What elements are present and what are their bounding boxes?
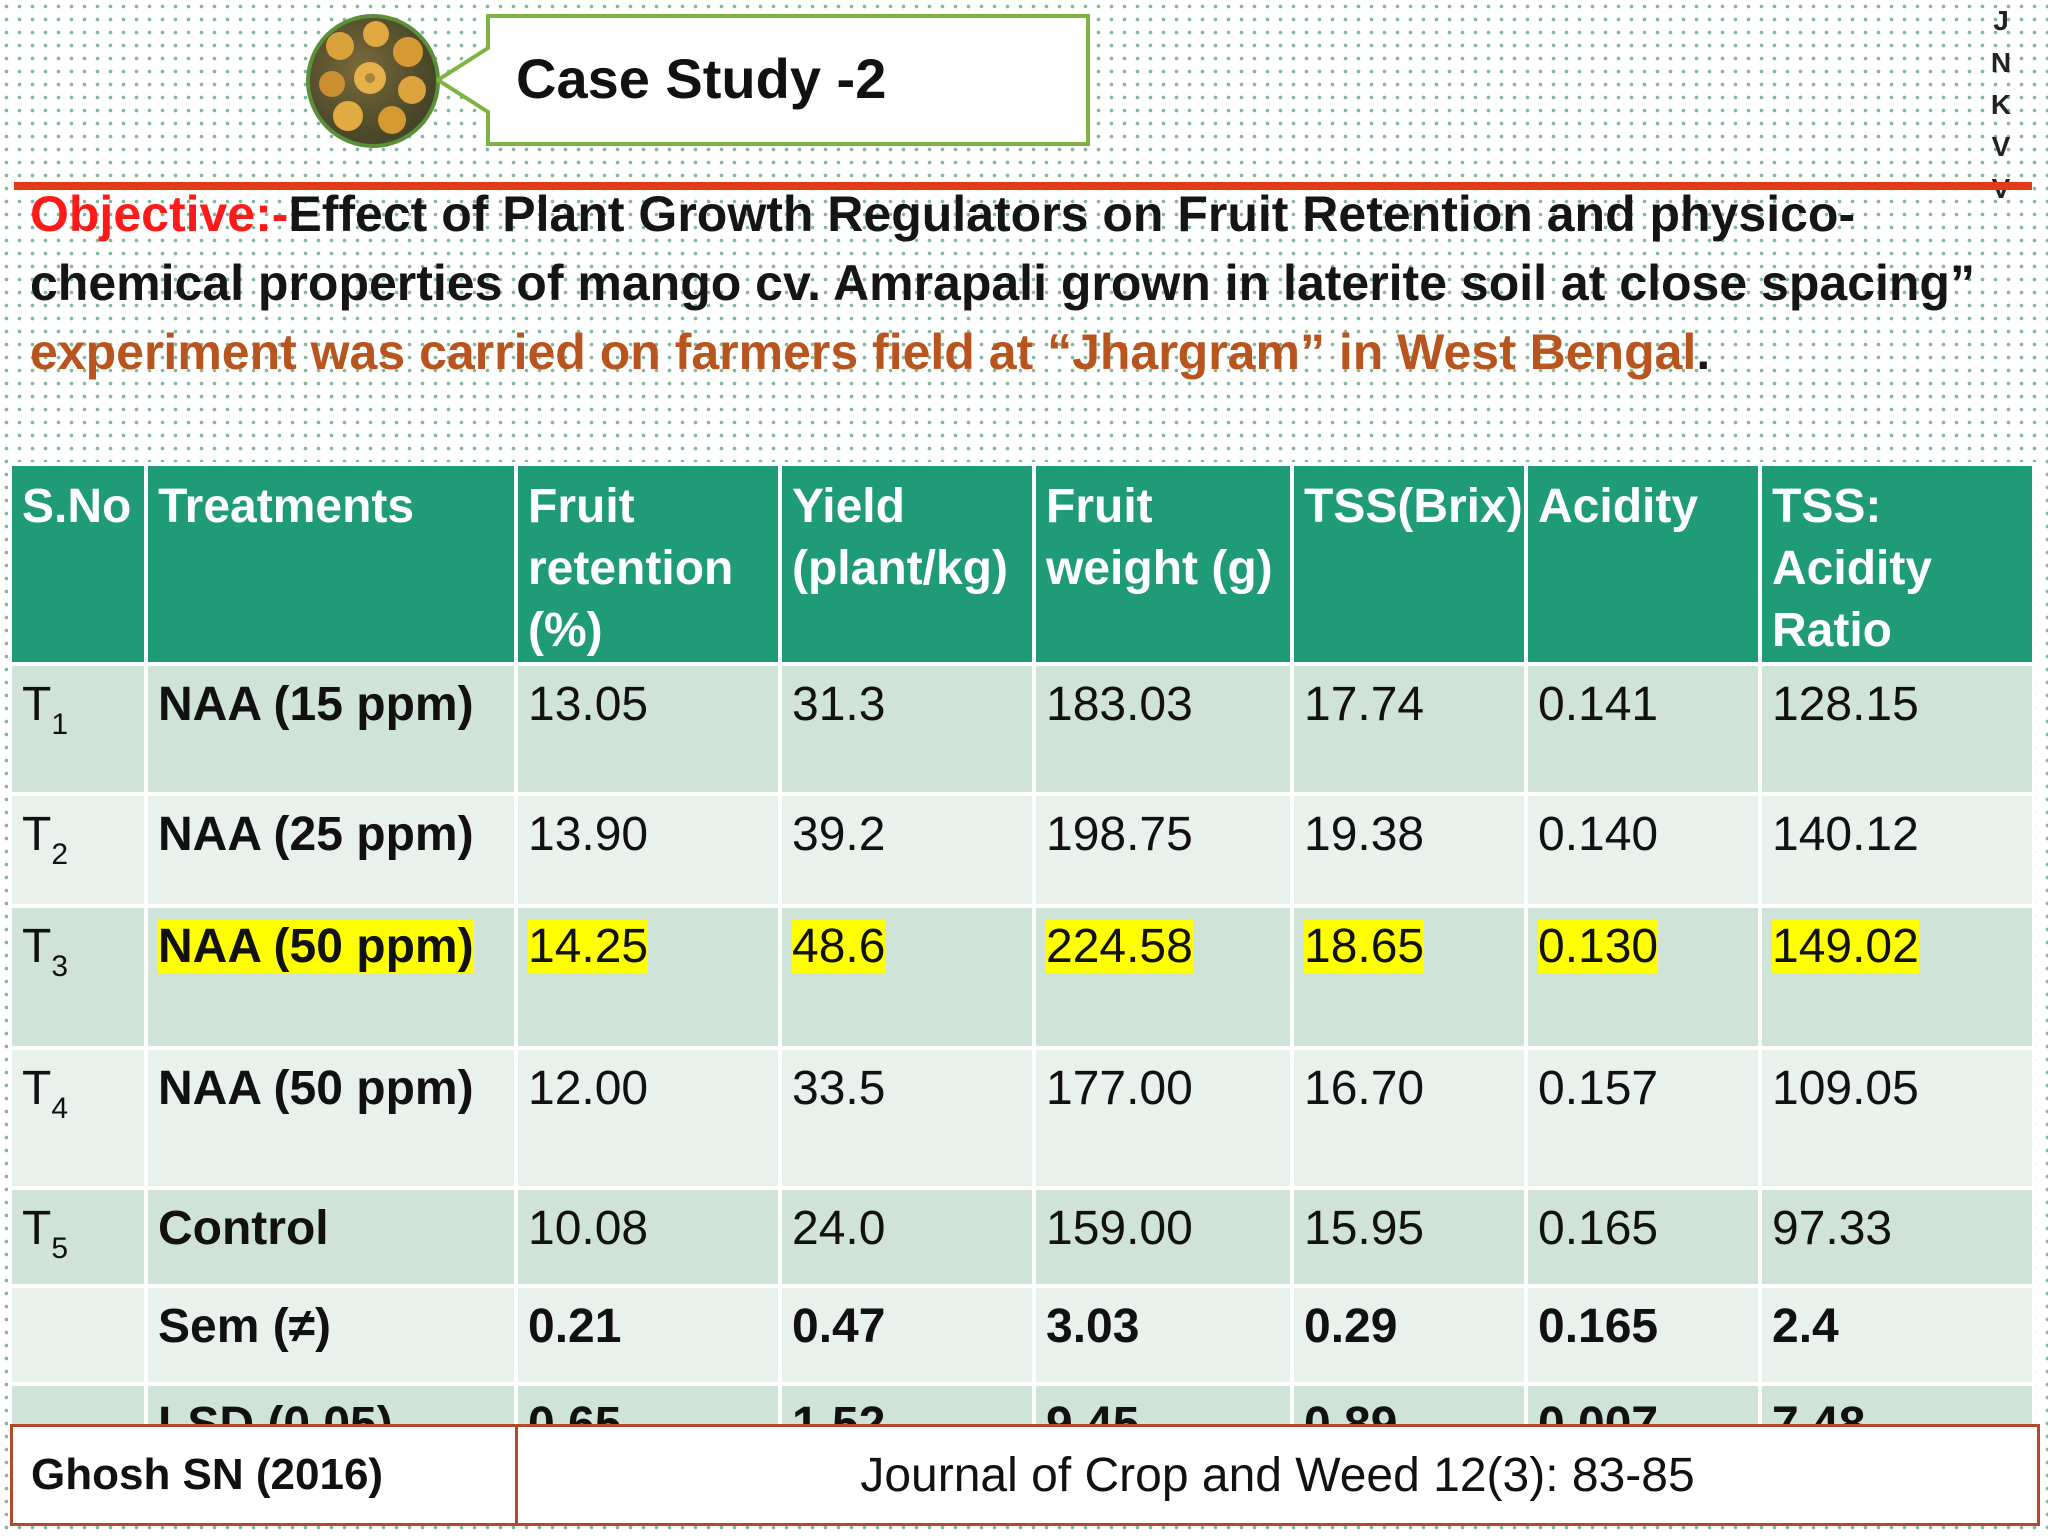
table-row-highlighted: T3 NAA (50 ppm) 14.25 48.6 224.58 18.65 …: [8, 904, 2036, 1050]
column-header: Treatments: [144, 462, 518, 666]
objective-paragraph: Objective:-Effect of Plant Growth Regula…: [30, 180, 2020, 387]
table-cell: 10.08: [514, 1186, 782, 1288]
column-header: Fruit weight (g): [1032, 462, 1294, 666]
table-cell: 0.141: [1524, 662, 1762, 796]
table-cell: 17.74: [1290, 662, 1528, 796]
table-cell: 97.33: [1758, 1186, 2036, 1288]
table-row: T2 NAA (25 ppm) 13.90 39.2 198.75 19.38 …: [8, 792, 2036, 908]
column-header: Acidity: [1524, 462, 1762, 666]
table-cell: 177.00: [1032, 1046, 1294, 1190]
sno-cell: [8, 1284, 148, 1386]
treatment-cell: NAA (25 ppm): [144, 792, 518, 908]
table-cell: 13.90: [514, 792, 782, 908]
treatment-cell: NAA (50 ppm): [144, 1046, 518, 1190]
table-cell: 149.02: [1758, 904, 2036, 1050]
objective-text: Effect of Plant Growth Regulators on Fru…: [30, 186, 1975, 311]
table-cell: 0.157: [1524, 1046, 1762, 1190]
highlighted-value: 14.25: [528, 920, 649, 973]
table-cell: 183.03: [1032, 662, 1294, 796]
table-cell: 14.25: [514, 904, 782, 1050]
sno-cell: T4: [8, 1046, 148, 1190]
sno-cell: T2: [8, 792, 148, 908]
table-cell: 0.165: [1524, 1186, 1762, 1288]
treatment-cell: NAA (15 ppm): [144, 662, 518, 796]
table-cell: 0.21: [514, 1284, 782, 1386]
sno-cell: T5: [8, 1186, 148, 1288]
table-cell: 224.58: [1032, 904, 1294, 1050]
table-cell: 3.03: [1032, 1284, 1294, 1386]
table-cell: 128.15: [1758, 662, 2036, 796]
highlighted-value: 48.6: [792, 920, 886, 973]
citation-bar: Ghosh SN (2016) Journal of Crop and Weed…: [10, 1424, 2040, 1526]
table-cell: 48.6: [778, 904, 1036, 1050]
highlighted-value: 149.02: [1772, 920, 1919, 973]
side-letter: K: [1990, 89, 2012, 120]
table-cell: 140.12: [1758, 792, 2036, 908]
table-cell: 12.00: [514, 1046, 782, 1190]
side-letter: J: [1993, 5, 2009, 36]
table-cell: 33.5: [778, 1046, 1036, 1190]
table-cell: 198.75: [1032, 792, 1294, 908]
column-header: TSS: Acidity Ratio: [1758, 462, 2036, 666]
table-cell: 159.00: [1032, 1186, 1294, 1288]
table-row: T1 NAA (15 ppm) 13.05 31.3 183.03 17.74 …: [8, 662, 2036, 796]
page-title: Case Study -2: [516, 47, 887, 110]
side-monogram: J N K V V: [1986, 0, 2016, 210]
treatment-cell: NAA (50 ppm): [144, 904, 518, 1050]
highlighted-value: 0.130: [1538, 920, 1659, 973]
objective-end: .: [1696, 324, 1711, 380]
objective-location: experiment was carried on farmers field …: [30, 324, 1697, 380]
results-table: S.No Treatments Fruit retention (%) Yiel…: [8, 462, 2036, 1458]
table-row-sem: Sem (≠) 0.21 0.47 3.03 0.29 0.165 2.4: [8, 1284, 2036, 1386]
highlighted-text: NAA (50 ppm): [158, 920, 474, 973]
mango-fruit-photo: [306, 14, 440, 148]
citation-author: Ghosh SN (2016): [13, 1427, 518, 1523]
sno-cell: T1: [8, 662, 148, 796]
table-cell: 0.130: [1524, 904, 1762, 1050]
table-cell: 19.38: [1290, 792, 1528, 908]
table-cell: 0.140: [1524, 792, 1762, 908]
table-cell: 31.3: [778, 662, 1036, 796]
callout-shape: [436, 14, 1090, 146]
highlighted-value: 224.58: [1046, 920, 1193, 973]
table-cell: 13.05: [514, 662, 782, 796]
table-cell: 0.29: [1290, 1284, 1528, 1386]
column-header: TSS(Brix): [1290, 462, 1528, 666]
title-callout: Case Study -2: [436, 14, 1092, 146]
table-cell: 15.95: [1290, 1186, 1528, 1288]
column-header: Yield (plant/kg): [778, 462, 1036, 666]
table-cell: 18.65: [1290, 904, 1528, 1050]
table-cell: 109.05: [1758, 1046, 2036, 1190]
citation-journal: Journal of Crop and Weed 12(3): 83-85: [860, 1448, 1695, 1502]
table-cell: 39.2: [778, 792, 1036, 908]
objective-label: Objective:-: [30, 186, 289, 242]
side-letter: N: [1990, 47, 2012, 78]
table-cell: 16.70: [1290, 1046, 1528, 1190]
table-cell: 2.4: [1758, 1284, 2036, 1386]
table-cell: 0.165: [1524, 1284, 1762, 1386]
table-cell: 0.47: [778, 1284, 1036, 1386]
sno-cell: T3: [8, 904, 148, 1050]
treatment-cell: Control: [144, 1186, 518, 1288]
highlighted-value: 18.65: [1304, 920, 1425, 973]
divider-rule: [14, 182, 2032, 190]
table-row: T5 Control 10.08 24.0 159.00 15.95 0.165…: [8, 1186, 2036, 1288]
table-cell: 24.0: [778, 1186, 1036, 1288]
column-header: Fruit retention (%): [514, 462, 782, 666]
table-row: T4 NAA (50 ppm) 12.00 33.5 177.00 16.70 …: [8, 1046, 2036, 1190]
column-header: S.No: [8, 462, 148, 666]
treatment-cell: Sem (≠): [144, 1284, 518, 1386]
table-header-row: S.No Treatments Fruit retention (%) Yiel…: [8, 462, 2036, 666]
side-letter: V: [1991, 131, 2011, 162]
mango-fruit-image: [319, 21, 426, 134]
